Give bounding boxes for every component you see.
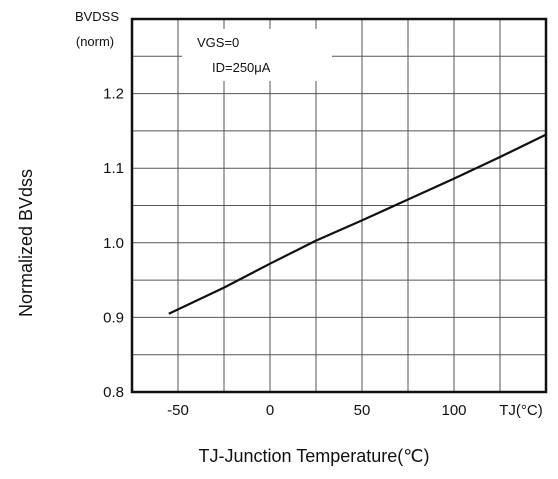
x-axis-label: TJ-Junction Temperature(℃) bbox=[199, 446, 430, 466]
y-axis-label: Normalized BVdss bbox=[16, 169, 36, 317]
y-axis-unit-bottom: (norm) bbox=[76, 34, 114, 49]
tick-label-layer: 0.8 0.9 1.0 1.1 1.2 -50 0 50 100 bbox=[103, 86, 466, 419]
series-line bbox=[168, 133, 547, 315]
x-tick-label: -50 bbox=[167, 402, 189, 419]
y-axis-unit: BVDSS (norm) bbox=[75, 9, 119, 49]
conditions-annotation: VGS=0 ID=250μA bbox=[182, 29, 332, 81]
y-tick-label: 1.2 bbox=[103, 86, 124, 103]
y-axis-unit-top: BVDSS bbox=[75, 9, 119, 24]
y-tick-label: 0.8 bbox=[103, 384, 124, 401]
plot-frame bbox=[130, 17, 548, 394]
condition-vgs: VGS=0 bbox=[197, 35, 239, 50]
x-tick-label: 50 bbox=[354, 402, 371, 419]
curve-layer bbox=[168, 133, 547, 315]
x-axis-unit-tick: TJ(°C) bbox=[499, 402, 542, 419]
x-tick-label: 100 bbox=[441, 402, 466, 419]
x-tick-label: 0 bbox=[266, 402, 274, 419]
conditions-box bbox=[182, 29, 332, 81]
y-tick-label: 1.0 bbox=[103, 235, 124, 252]
condition-id: ID=250μA bbox=[212, 60, 271, 75]
y-tick-label: 0.9 bbox=[103, 309, 124, 326]
y-tick-label: 1.1 bbox=[103, 160, 124, 177]
